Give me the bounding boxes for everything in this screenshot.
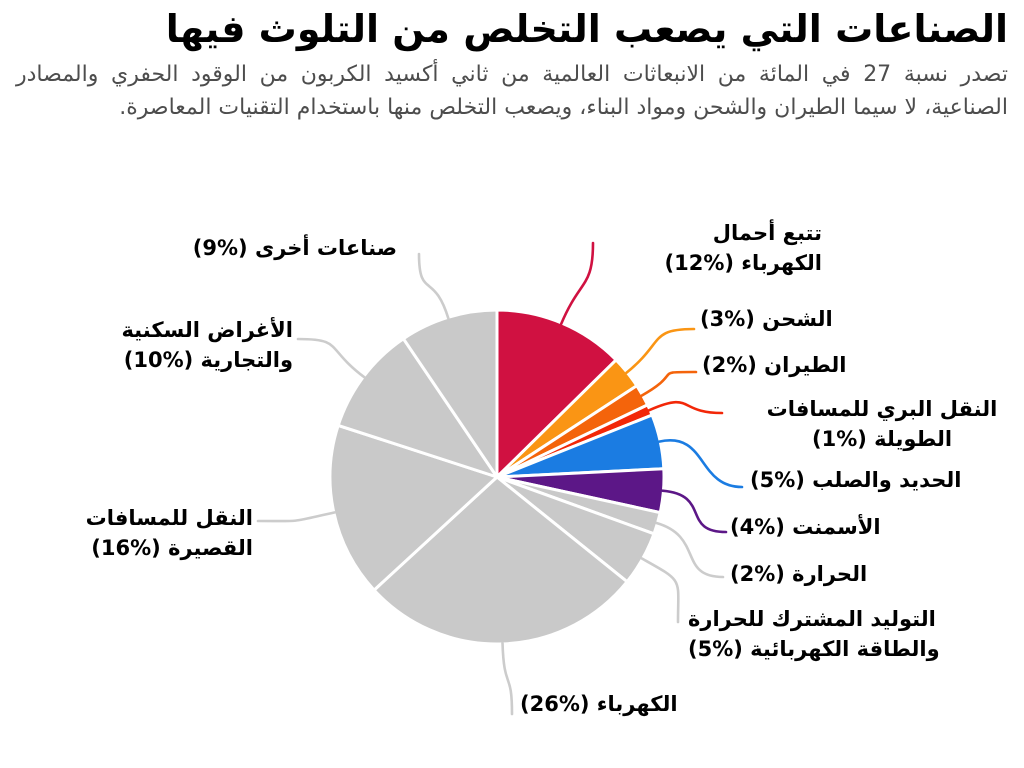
- leader-line-load-following-electricity: [559, 241, 595, 326]
- leader-line-cement: [661, 489, 728, 534]
- leader-line-cogeneration: [640, 557, 680, 624]
- leader-line-short-distance-transport: [256, 511, 337, 523]
- chart-subtitle: تصدر نسبة 27 في المائة من الانبعاثات الع…: [16, 62, 1008, 120]
- leader-line-residential-commercial: [296, 337, 366, 379]
- leader-lines: [256, 241, 744, 716]
- chart-header: الصناعات التي يصعب التخلص من التلوث فيها…: [16, 6, 1008, 124]
- leader-line-electricity: [501, 641, 514, 716]
- page-title: الصناعات التي يصعب التخلص من التلوث فيها: [165, 7, 1008, 51]
- leader-line-heat: [655, 521, 725, 579]
- pie-slices: [328, 308, 666, 646]
- leader-line-long-distance-road-transport: [647, 400, 724, 415]
- leader-line-iron-and-steel: [657, 439, 744, 489]
- leader-line-shipping: [625, 327, 696, 375]
- leader-line-aviation: [640, 370, 698, 397]
- leader-line-other-industries: [417, 252, 450, 320]
